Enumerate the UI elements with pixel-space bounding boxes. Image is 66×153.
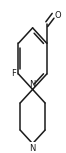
Text: O: O (54, 11, 61, 20)
Text: N: N (29, 144, 36, 153)
Text: N: N (29, 80, 36, 89)
Text: F: F (11, 69, 16, 78)
